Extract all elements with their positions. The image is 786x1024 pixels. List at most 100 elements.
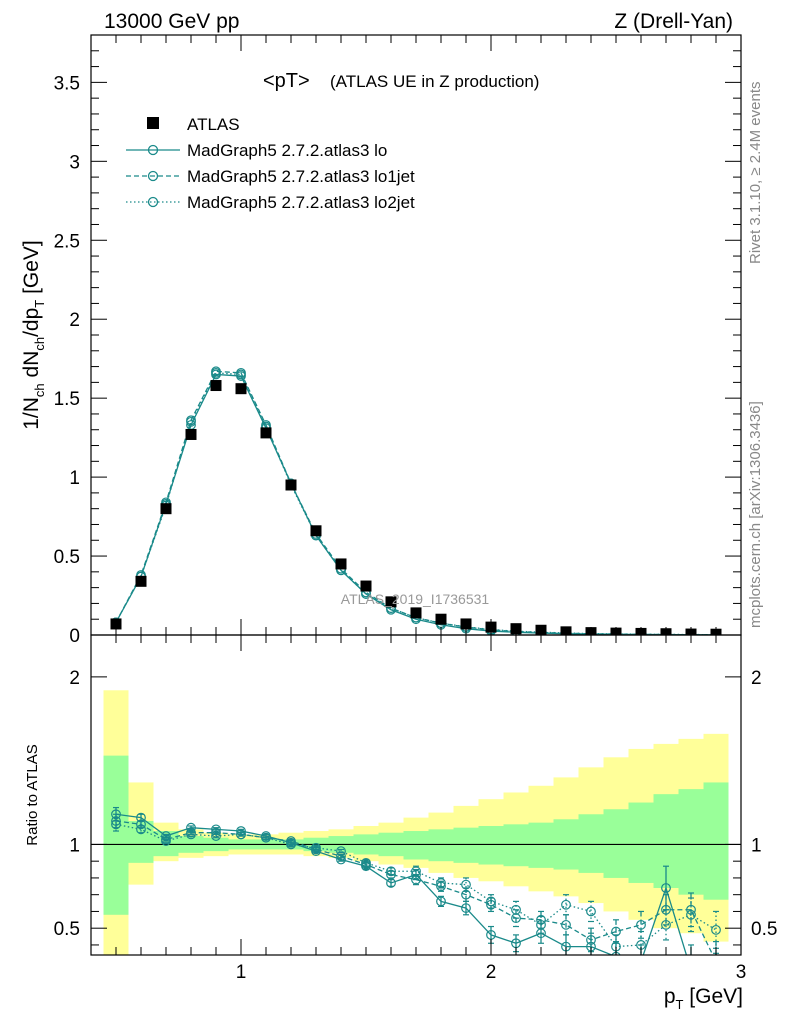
ratio-point: [286, 836, 296, 846]
x-tick-label: 3: [736, 962, 747, 983]
ratio-point: [411, 866, 421, 877]
mc-point: [186, 416, 196, 427]
mc-point: [236, 369, 246, 380]
legend-marker-lo: [147, 144, 159, 156]
ratio-point: [386, 869, 396, 880]
band-green-bin: [528, 822, 554, 868]
atlas-data-point: [110, 618, 122, 630]
ratio-point: [636, 919, 646, 930]
ratio-panel-series: [111, 806, 721, 983]
plot-title-sub: (ATLAS UE in Z production): [330, 72, 539, 91]
atlas-data-point: [160, 503, 172, 515]
ratio-point: [661, 883, 671, 893]
legend-label-lo1jet: MadGraph5 2.7.2.atlas3 lo1jet: [187, 167, 415, 186]
ratio-point: [561, 919, 571, 930]
ratio-point: [486, 899, 496, 910]
ratio-point: [511, 904, 521, 915]
atlas-data-point: [385, 596, 397, 608]
y-tick-label: 0: [69, 626, 80, 647]
band-green-bin: [603, 809, 629, 878]
ratio-point: [261, 832, 271, 843]
mc-point: [211, 367, 221, 378]
ratio-point: [486, 896, 496, 907]
ratio-y-tick-label: 0.5: [54, 919, 80, 940]
y-tick-label: 1.5: [54, 389, 80, 410]
ratio-point: [461, 879, 471, 890]
ratio-point: [111, 819, 121, 830]
ratio-point: [461, 903, 471, 913]
ratio-point: [712, 974, 721, 983]
ratio-point: [136, 824, 146, 835]
band-green-bin: [453, 827, 479, 863]
y-axis-label: 1/Nch dNch/dpT [GeV]: [20, 240, 47, 430]
plot-title-main: <pT>: [263, 70, 310, 92]
legend-label-lo: MadGraph5 2.7.2.atlas3 lo: [187, 141, 387, 160]
legend-marker-lo2jet: [147, 196, 159, 208]
ratio-point: [386, 878, 396, 888]
ratio-point: [286, 839, 296, 850]
ratio-point: [586, 906, 596, 917]
band-green-bin: [628, 802, 654, 883]
analysis-watermark: ATLAS_2019_I1736531: [341, 591, 490, 607]
ratio-point: [536, 919, 546, 930]
atlas-data-point: [260, 427, 272, 439]
y-tick-label: 3.5: [54, 73, 80, 94]
ratio-point: [161, 836, 171, 846]
band-green-bin: [428, 829, 454, 862]
atlas-data-point: [335, 558, 347, 570]
ratio-point: [436, 878, 446, 888]
ratio-point: [136, 819, 146, 830]
atlas-data-point: [435, 613, 447, 625]
ratio-point: [486, 929, 496, 940]
ratio-y-tick-label-right: 0.5: [751, 919, 777, 940]
band-green-bin: [503, 824, 529, 867]
legend-label-atlas: ATLAS: [187, 115, 240, 134]
ratio-point: [386, 866, 396, 877]
atlas-data-point: [360, 580, 372, 592]
ratio-point: [311, 842, 321, 853]
legend-label-lo2jet: MadGraph5 2.7.2.atlas3 lo2jet: [187, 193, 415, 212]
x-axis-label: pT [GeV]: [664, 985, 743, 1012]
ratio-point: [711, 924, 721, 935]
band-green-bin: [478, 825, 504, 865]
atlas-data-point: [460, 618, 472, 630]
band-green-bin: [403, 831, 429, 860]
x-tick-label: 2: [486, 962, 497, 983]
ratio-y-tick-label: 2: [69, 668, 80, 689]
header-right: Z (Drell-Yan): [614, 10, 733, 33]
uncertainty-bands: [91, 690, 741, 955]
legend: ATLAS MadGraph5 2.7.2.atlas3 lo MadGraph…: [126, 115, 415, 212]
mcplots-label: mcplots.cern.ch [arXiv:1306.3436]: [747, 401, 764, 628]
atlas-data-point: [210, 380, 222, 392]
ratio-point: [361, 857, 371, 868]
rivet-label: Rivet 3.1.10, ≥ 2.4M events: [747, 82, 764, 265]
atlas-data-point: [310, 525, 322, 537]
legend-marker-atlas: [147, 117, 159, 129]
band-green-bin: [678, 789, 704, 895]
ratio-point: [336, 846, 346, 857]
y-tick-label: 3: [69, 152, 80, 173]
ratio-point: [687, 966, 696, 975]
ratio-point: [436, 896, 446, 907]
y-tick-label: 1: [69, 468, 80, 489]
ratio-point: [236, 829, 246, 840]
ratio-point: [586, 935, 596, 945]
ratio-point: [661, 919, 671, 930]
atlas-data-point: [235, 383, 247, 395]
ratio-y-tick-label-right: 2: [751, 668, 762, 689]
ratio-point: [712, 957, 721, 966]
ratio-point: [637, 957, 646, 966]
ratio-line-2: [115, 823, 717, 948]
legend-marker-lo1jet: [147, 170, 159, 182]
y-tick-label: 2.5: [54, 231, 80, 252]
ratio-y-axis-label: Ratio to ATLAS: [24, 744, 41, 845]
ratio-point: [111, 816, 121, 826]
ratio-point: [211, 831, 221, 841]
band-green-bin: [103, 755, 129, 915]
axis-ticks: 0 0.5 1 1.5 2 2.5 3 3.5 1 2 3 0.5 0.5 1 1 2 2: [54, 34, 777, 983]
ratio-point: [211, 827, 221, 838]
atlas-data-point: [410, 607, 422, 619]
y-tick-label: 2: [69, 310, 80, 331]
x-tick-label: 1: [236, 962, 247, 983]
